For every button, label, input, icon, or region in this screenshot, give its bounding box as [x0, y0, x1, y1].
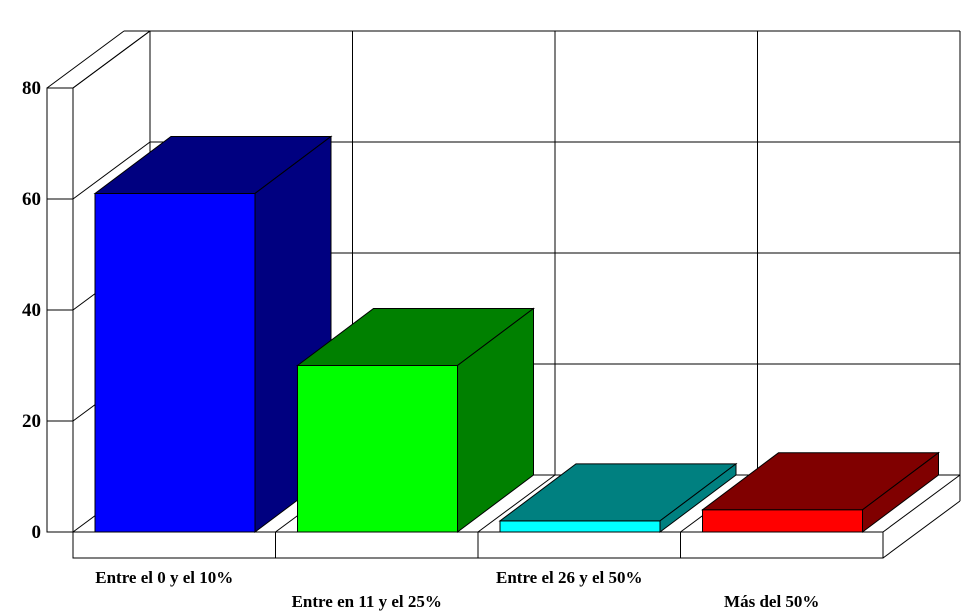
bar: [498, 462, 738, 533]
floor-division: [882, 474, 961, 533]
x-category-label: Entre en 11 y el 25%: [292, 592, 442, 611]
x-category-label: Entre el 0 y el 10%: [95, 568, 233, 587]
x-axis-labels: Entre el 0 y el 10% Entre en 11 y el 25% E…: [95, 568, 819, 611]
bars: [93, 135, 940, 533]
x-category-label: Más del 50%: [724, 592, 819, 611]
y-axis-ticks: 0 20 40 60 80: [22, 78, 41, 543]
bar: [701, 451, 940, 533]
y-tick-label: 80: [22, 78, 41, 99]
bar: [296, 307, 535, 533]
bar-front: [499, 520, 661, 533]
y-tick-label: 60: [22, 189, 41, 210]
x-category-label: Entre el 26 y el 50%: [496, 568, 643, 587]
y-tick-label: 40: [22, 300, 41, 321]
left-wall-top-outer: [46, 30, 125, 89]
gridline-left-wall: [72, 141, 151, 200]
bar: [93, 135, 333, 533]
gridline-left-wall: [72, 30, 151, 89]
bar-side: [659, 462, 737, 533]
bar-front: [702, 509, 863, 533]
y-tick-label: 0: [32, 522, 42, 543]
y-tick-label: 20: [22, 411, 41, 432]
bar-front: [297, 365, 458, 533]
bar-front: [94, 192, 256, 533]
floor-division: [477, 474, 556, 533]
floor-right-edge: [882, 500, 961, 559]
bar-side: [862, 451, 939, 533]
bar-side: [457, 307, 534, 533]
